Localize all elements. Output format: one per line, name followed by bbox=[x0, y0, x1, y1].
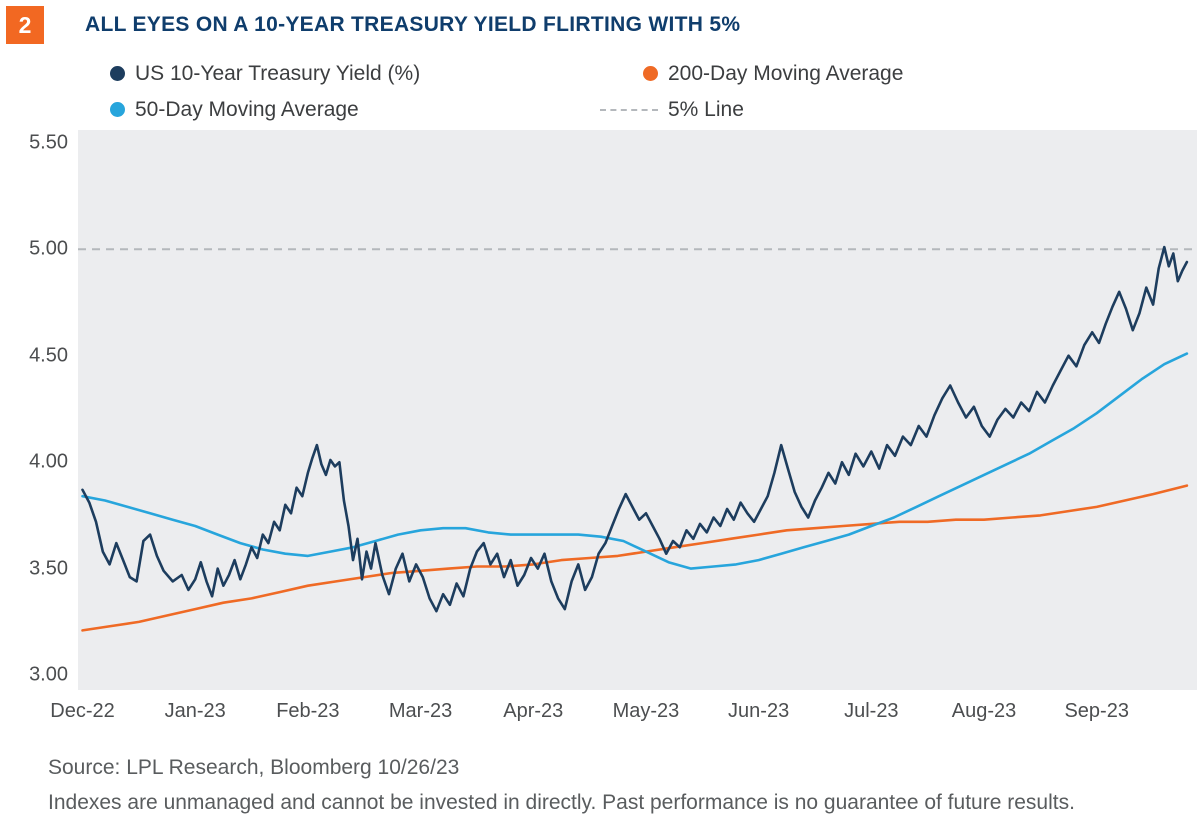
plot-background bbox=[78, 130, 1197, 690]
legend-item-50-day-moving-average: 50-Day Moving Average bbox=[110, 96, 643, 123]
y-tick-label: 3.50 bbox=[29, 557, 68, 580]
legend-label: 200-Day Moving Average bbox=[668, 61, 904, 85]
y-tick-label: 4.50 bbox=[29, 344, 68, 367]
line-200-day-moving-average bbox=[81, 484, 1189, 632]
chart-title: ALL EYES ON A 10-YEAR TREASURY YIELD FLI… bbox=[85, 13, 741, 36]
legend-label: US 10-Year Treasury Yield (%) bbox=[135, 61, 421, 85]
x-tick-label: Feb-23 bbox=[276, 700, 340, 722]
x-tick-label: Jul-23 bbox=[844, 700, 899, 722]
x-tick-label: Dec-22 bbox=[50, 700, 115, 722]
x-tick-label: Jan-23 bbox=[164, 700, 226, 722]
x-tick-label: Jun-23 bbox=[728, 700, 790, 722]
legend-label: 50-Day Moving Average bbox=[135, 97, 359, 121]
legend-item-us-10-year-treasury-yield: US 10-Year Treasury Yield (%) bbox=[110, 60, 643, 87]
disclaimer-text: Indexes are unmanaged and cannot be inve… bbox=[48, 791, 1075, 814]
x-tick-label: Mar-23 bbox=[388, 700, 453, 722]
us-10-year-treasury-yield-dot-icon bbox=[110, 66, 125, 81]
line-50-day-moving-average bbox=[81, 352, 1189, 570]
x-tick-label: Sep-23 bbox=[1064, 700, 1129, 722]
y-tick-label: 4.00 bbox=[29, 450, 68, 473]
legend-item-200-day-moving-average: 200-Day Moving Average bbox=[643, 60, 903, 87]
source-text: Source: LPL Research, Bloomberg 10/26/23 bbox=[48, 756, 460, 779]
x-tick-label: Apr-23 bbox=[503, 700, 564, 722]
chart-footer: Source: LPL Research, Bloomberg 10/26/23… bbox=[48, 750, 1075, 820]
y-tick-label: 5.50 bbox=[29, 131, 68, 154]
chart-plot bbox=[78, 245, 1197, 632]
5-percent-line-dash-icon bbox=[600, 108, 658, 111]
figure-number-badge: 2 bbox=[6, 6, 44, 44]
x-tick-label: May-23 bbox=[612, 700, 680, 722]
50-day-moving-average-dot-icon bbox=[110, 102, 125, 117]
y-tick-label: 5.00 bbox=[29, 237, 68, 260]
chart-legend: US 10-Year Treasury Yield (%) 200-Day Mov… bbox=[110, 60, 903, 123]
x-tick-label: Aug-23 bbox=[951, 700, 1017, 722]
legend-item-5-percent-line: 5% Line bbox=[600, 96, 903, 123]
legend-label: 5% Line bbox=[668, 97, 744, 121]
line-us-10-year-treasury-yield bbox=[81, 245, 1189, 613]
y-tick-label: 3.00 bbox=[29, 663, 68, 686]
200-day-moving-average-dot-icon bbox=[643, 66, 658, 81]
